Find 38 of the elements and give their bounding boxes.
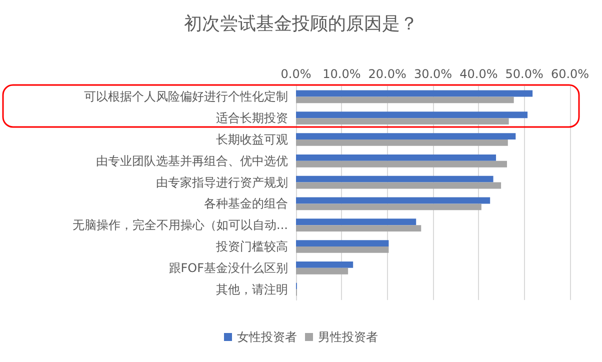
bar	[296, 133, 516, 140]
x-tick-label: 30.0%	[414, 67, 452, 81]
legend-label: 女性投资者	[237, 330, 297, 344]
bar	[296, 197, 490, 204]
x-tick-label: 60.0%	[550, 67, 590, 81]
bar	[296, 140, 508, 146]
bar	[296, 96, 514, 104]
y-tick-label: 跟FOF基金没什么区别	[168, 260, 288, 275]
y-tick-label: 适合长期投资	[216, 111, 288, 126]
bar	[296, 176, 494, 182]
y-tick-label: 投资门槛较高	[215, 240, 288, 254]
legend-label: 男性投资者	[318, 330, 378, 344]
bar	[296, 90, 533, 97]
y-tick-label: 由专业团队选基并再组合、优中选优	[96, 154, 288, 168]
bar	[296, 154, 496, 161]
bar	[296, 204, 482, 210]
bar	[296, 261, 354, 268]
bar	[296, 268, 348, 274]
bar	[296, 225, 422, 232]
y-tick-label: 长期收益可观	[216, 132, 288, 146]
bar	[296, 112, 528, 118]
y-tick-label: 其他，请注明	[216, 282, 288, 296]
x-tick-label: 20.0%	[368, 67, 406, 81]
y-tick-label: 各种基金的组合	[204, 196, 288, 211]
bar	[296, 182, 502, 189]
bar	[296, 118, 509, 125]
x-tick-label: 0.0%	[280, 67, 312, 81]
y-tick-label: 可以根据个人风险偏好进行个性化定制	[84, 90, 288, 104]
bar	[296, 240, 389, 246]
y-tick-label: 由专家指导进行资产规划	[156, 175, 288, 190]
bar	[296, 246, 389, 253]
bar	[296, 218, 416, 226]
chart-title: 初次尝试基金投顾的原因是？	[184, 14, 418, 34]
bar	[296, 160, 507, 168]
y-tick-label: 无脑操作，完全不用操心（如可以自动...	[72, 218, 288, 232]
x-tick-label: 40.0%	[460, 67, 498, 81]
x-tick-label: 50.0%	[505, 67, 544, 81]
x-tick-label: 10.0%	[322, 67, 361, 81]
